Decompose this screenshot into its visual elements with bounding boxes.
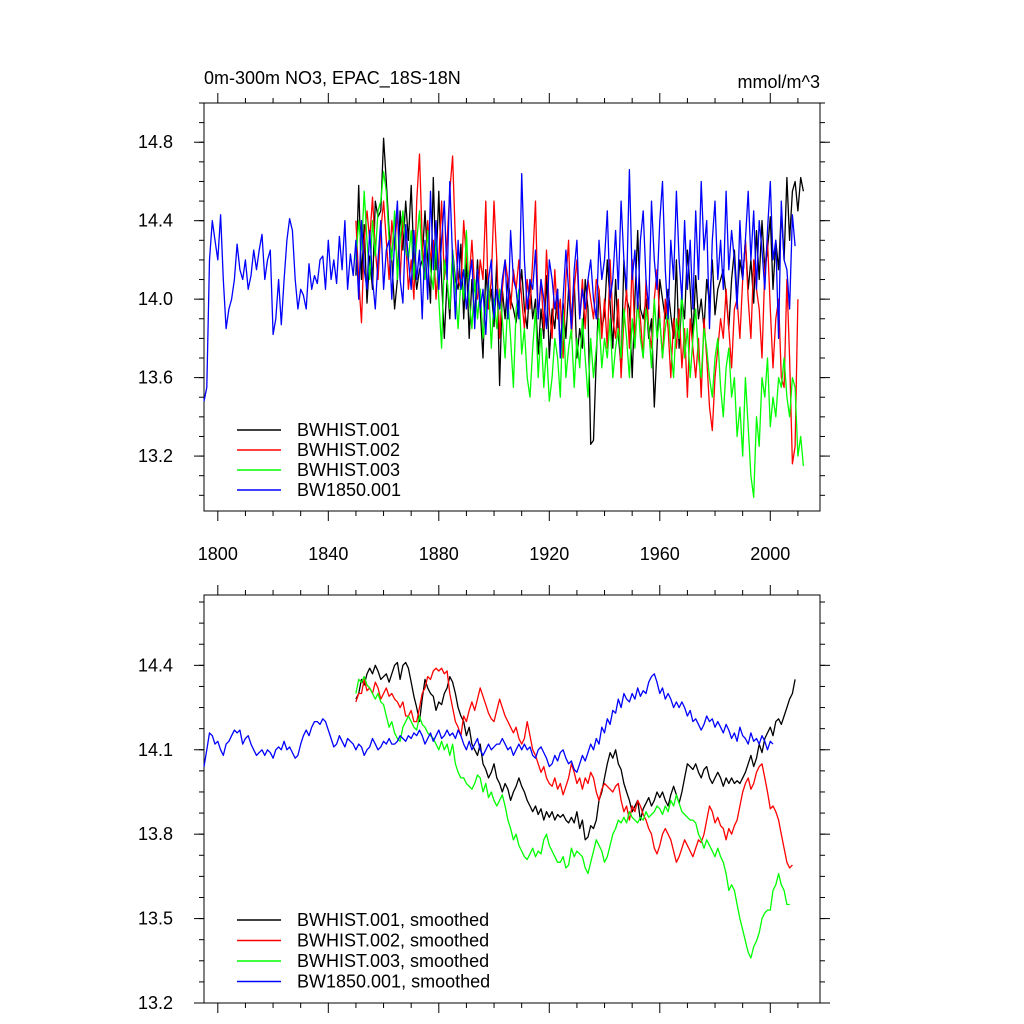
bottom-legend-label: BW1850.001, smoothed — [297, 972, 490, 992]
top-series-line-4 — [203, 169, 796, 402]
top-legend-label: BWHIST.001 — [297, 420, 400, 440]
bottom-series-group — [203, 661, 796, 959]
top-legend-label: BWHIST.002 — [297, 440, 400, 460]
bottom-ytick-label: 14.4 — [138, 655, 173, 675]
bottom-series-line-3 — [355, 675, 790, 959]
bottom-legend-label: BWHIST.003, smoothed — [297, 951, 489, 971]
bottom-ytick-label: 14.1 — [138, 740, 173, 760]
bottom-axis-ticks: 13.2 13.5 13.8 14.1 14.4 — [138, 585, 830, 1013]
top-legend-label: BWHIST.003 — [297, 460, 400, 480]
top-ytick-label: 14.8 — [138, 132, 173, 152]
top-series-line-3 — [355, 171, 805, 498]
top-ytick-label: 14.4 — [138, 211, 173, 231]
bottom-ytick-label: 13.2 — [138, 993, 173, 1013]
top-ytick-label: 13.2 — [138, 446, 173, 466]
top-xtick-label: 1800 — [198, 544, 238, 564]
top-xtick-label: 1920 — [529, 544, 569, 564]
bottom-panel: 13.2 13.5 13.8 14.1 14.4 BWHIST.001, smoothe… — [138, 585, 830, 1013]
top-xtick-label: 1960 — [640, 544, 680, 564]
bottom-ytick-label: 13.5 — [138, 909, 173, 929]
plot-frame-bottom — [203, 594, 821, 1004]
plot-frame-top — [203, 102, 821, 512]
top-axis-ticks: 1800 1840 1880 1920 1960 2000 13.2 13.6 14.0 14.4… — [138, 93, 830, 564]
top-xtick-label: 2000 — [750, 544, 790, 564]
top-ytick-label: 14.0 — [138, 289, 173, 309]
bottom-legend-label: BWHIST.002, smoothed — [297, 931, 489, 951]
bottom-legend-label: BWHIST.001, smoothed — [297, 910, 489, 930]
top-ytick-label: 13.6 — [138, 368, 173, 388]
top-series-group — [203, 137, 805, 498]
chart-title: 0m-300m NO3, EPAC_18S-18N — [204, 68, 461, 89]
bottom-series-line-1 — [355, 661, 796, 841]
units-label: mmol/m^3 — [738, 72, 820, 92]
top-xtick-label: 1840 — [308, 544, 348, 564]
bottom-series-line-2 — [355, 667, 793, 869]
top-panel: 0m-300m NO3, EPAC_18S-18N mmol/m^3 1800 1… — [138, 68, 830, 564]
bottom-series-line-4 — [203, 673, 774, 773]
top-legend-label: BW1850.001 — [297, 480, 401, 500]
bottom-ytick-label: 13.8 — [138, 824, 173, 844]
top-xtick-label: 1880 — [419, 544, 459, 564]
